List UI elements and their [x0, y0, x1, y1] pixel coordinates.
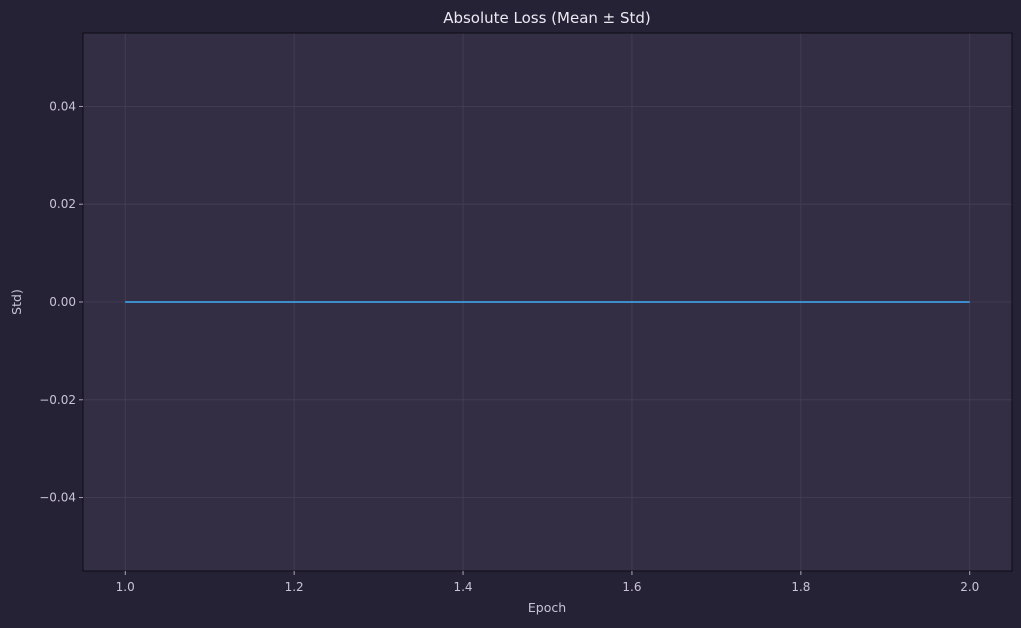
x-tick-label: 1.8 [791, 580, 810, 594]
y-tick-label: 0.00 [49, 295, 76, 309]
y-tick-label: −0.02 [39, 393, 76, 407]
x-tick-label: 1.0 [116, 580, 135, 594]
x-axis-ticks: 1.0 1.2 1.4 1.6 1.8 2.0 [116, 571, 979, 594]
y-tick-label: 0.02 [49, 197, 76, 211]
y-axis-ticks: 0.04 0.02 0.00 −0.02 −0.04 [39, 99, 83, 505]
x-axis-label: Epoch [528, 600, 566, 615]
y-tick-label: 0.04 [49, 99, 76, 113]
y-axis-label: Std) [9, 289, 24, 315]
y-tick-label: −0.04 [39, 491, 76, 505]
x-tick-label: 1.2 [285, 580, 304, 594]
x-tick-label: 1.4 [453, 580, 472, 594]
x-tick-label: 1.6 [622, 580, 641, 594]
x-tick-label: 2.0 [960, 580, 979, 594]
chart-title: Absolute Loss (Mean ± Std) [443, 9, 651, 27]
